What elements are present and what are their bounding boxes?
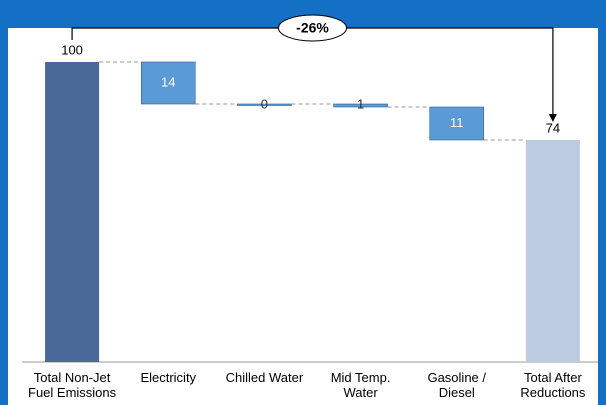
value-label: 11 [450,115,464,130]
value-label: 74 [546,120,560,135]
annotation-bubble [278,14,347,42]
x-tick-label: Total Non-Jet Fuel Emissions [28,370,117,400]
bar [140,61,196,105]
value-label: 100 [61,42,83,57]
annotation: -26% [296,20,329,36]
arrow-head [548,114,557,122]
value-label: 14 [161,74,175,89]
x-tick-label: Electricity [140,370,197,385]
bar [45,62,100,362]
x-tick-label: Gasoline / Diesel [427,370,487,400]
bar [429,106,485,141]
plot-background [8,28,598,405]
bar [237,103,292,106]
value-label: 1 [357,96,364,111]
x-tick-label: Mid Temp. Water [330,370,391,400]
bar [333,103,388,108]
x-tick-label: Chilled Water [225,370,304,385]
x-tick-label: Total After Reductions [520,370,586,400]
value-label: 0 [261,96,268,111]
bar [525,140,580,362]
